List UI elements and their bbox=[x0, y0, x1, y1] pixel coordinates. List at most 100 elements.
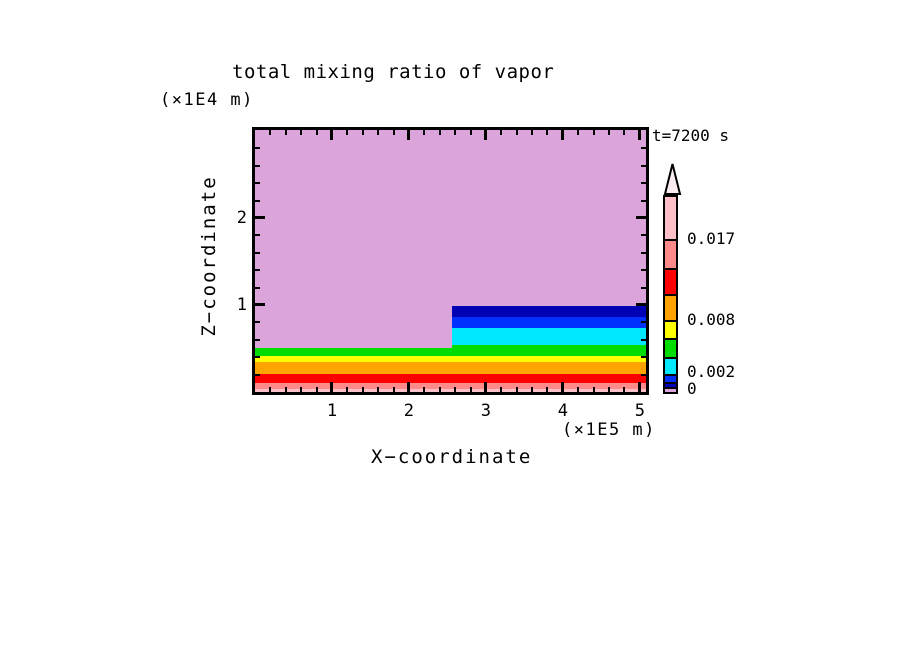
chart-title: total mixing ratio of vapor bbox=[232, 61, 555, 83]
minor-tick-top bbox=[469, 130, 472, 135]
minor-tick-top bbox=[392, 130, 395, 135]
major-tick-top bbox=[561, 130, 565, 140]
minor-tick-bottom bbox=[577, 387, 580, 392]
minor-tick-right bbox=[641, 286, 646, 289]
minor-tick-right bbox=[641, 338, 646, 341]
minor-tick-right bbox=[641, 147, 646, 150]
contour-band-orange bbox=[255, 361, 453, 374]
colorbar-label: 0.017 bbox=[687, 229, 736, 248]
colorbar-segment-green bbox=[665, 338, 676, 357]
minor-tick-top bbox=[423, 130, 426, 135]
minor-tick-top bbox=[608, 130, 611, 135]
major-tick-top bbox=[330, 130, 334, 140]
minor-tick-top bbox=[269, 130, 272, 135]
minor-tick-right bbox=[641, 269, 646, 272]
minor-tick-top bbox=[315, 130, 318, 135]
minor-tick-bottom bbox=[608, 387, 611, 392]
major-tick-right bbox=[636, 303, 646, 307]
minor-tick-top bbox=[577, 130, 580, 135]
minor-tick-left bbox=[255, 356, 260, 359]
major-tick-bottom bbox=[561, 382, 565, 392]
colorbar bbox=[663, 195, 678, 394]
minor-tick-top bbox=[515, 130, 518, 135]
colorbar-segment-cyan bbox=[665, 357, 676, 374]
minor-tick-top bbox=[361, 130, 364, 135]
y-axis-unit-label: (×1E4 m) bbox=[160, 90, 254, 110]
contour-band-cyan bbox=[452, 327, 646, 345]
colorbar-segment-pink bbox=[665, 197, 676, 239]
minor-tick-bottom bbox=[546, 387, 549, 392]
minor-tick-top bbox=[623, 130, 626, 135]
minor-tick-top bbox=[592, 130, 595, 135]
minor-tick-top bbox=[284, 130, 287, 135]
contour-band-violet bbox=[255, 130, 453, 348]
minor-tick-left bbox=[255, 234, 260, 237]
major-tick-bottom bbox=[407, 382, 411, 392]
colorbar-label: 0.008 bbox=[687, 310, 736, 329]
minor-tick-bottom bbox=[269, 387, 272, 392]
major-tick-bottom bbox=[330, 382, 334, 392]
colorbar-segment-red bbox=[665, 268, 676, 294]
contour-band-orange bbox=[452, 361, 646, 374]
contour-field bbox=[255, 130, 646, 392]
minor-tick-right bbox=[641, 234, 646, 237]
minor-tick-right bbox=[641, 373, 646, 376]
minor-tick-right bbox=[641, 251, 646, 254]
x-tick-label: 3 bbox=[480, 401, 492, 421]
contour-band-red bbox=[255, 373, 453, 384]
contour-band-red bbox=[452, 373, 646, 384]
plot-area: 1 2 3 4 5 1 2 bbox=[237, 127, 649, 421]
minor-tick-bottom bbox=[438, 387, 441, 392]
minor-tick-left bbox=[255, 147, 260, 150]
minor-tick-right bbox=[641, 356, 646, 359]
colorbar-segment-orange bbox=[665, 294, 676, 320]
minor-tick-left bbox=[255, 199, 260, 202]
contour-band-green bbox=[255, 347, 453, 356]
minor-tick-top bbox=[377, 130, 380, 135]
minor-tick-bottom bbox=[454, 387, 457, 392]
x-tick-label: 2 bbox=[403, 401, 415, 421]
minor-tick-bottom bbox=[377, 387, 380, 392]
minor-tick-top bbox=[300, 130, 303, 135]
minor-tick-bottom bbox=[531, 387, 534, 392]
colorbar-segment-salmon bbox=[665, 239, 676, 268]
minor-tick-top bbox=[546, 130, 549, 135]
contour-band-salmon bbox=[452, 383, 646, 390]
minor-tick-bottom bbox=[623, 387, 626, 392]
colorbar-label: 0 bbox=[687, 379, 697, 398]
major-tick-right bbox=[636, 216, 646, 220]
minor-tick-bottom bbox=[284, 387, 287, 392]
colorbar-overflow-arrow-icon bbox=[663, 163, 682, 195]
minor-tick-top bbox=[500, 130, 503, 135]
minor-tick-left bbox=[255, 286, 260, 289]
minor-tick-bottom bbox=[423, 387, 426, 392]
colorbar-label: 0.002 bbox=[687, 362, 736, 381]
minor-tick-bottom bbox=[315, 387, 318, 392]
minor-tick-left bbox=[255, 182, 260, 185]
minor-tick-right bbox=[641, 164, 646, 167]
x-axis-title: X−coordinate bbox=[371, 446, 533, 468]
contour-band-salmon bbox=[255, 383, 453, 390]
minor-tick-bottom bbox=[515, 387, 518, 392]
y-axis-title: Z−coordinate bbox=[198, 175, 220, 337]
time-annotation: t=7200 s bbox=[652, 126, 730, 145]
colorbar-segment-blue bbox=[665, 374, 676, 382]
minor-tick-bottom bbox=[392, 387, 395, 392]
contour-band-pink bbox=[452, 389, 646, 392]
major-tick-bottom bbox=[484, 382, 488, 392]
minor-tick-right bbox=[641, 321, 646, 324]
colorbar-segment-navy bbox=[665, 382, 676, 387]
major-tick-top bbox=[407, 130, 411, 140]
major-tick-left bbox=[255, 303, 265, 307]
major-tick-top bbox=[484, 130, 488, 140]
contour-band-green bbox=[452, 344, 646, 356]
major-tick-top bbox=[638, 130, 642, 140]
minor-tick-bottom bbox=[592, 387, 595, 392]
minor-tick-left bbox=[255, 251, 260, 254]
contour-band-violet bbox=[452, 130, 646, 306]
minor-tick-left bbox=[255, 373, 260, 376]
minor-tick-left bbox=[255, 321, 260, 324]
minor-tick-left bbox=[255, 269, 260, 272]
minor-tick-top bbox=[438, 130, 441, 135]
